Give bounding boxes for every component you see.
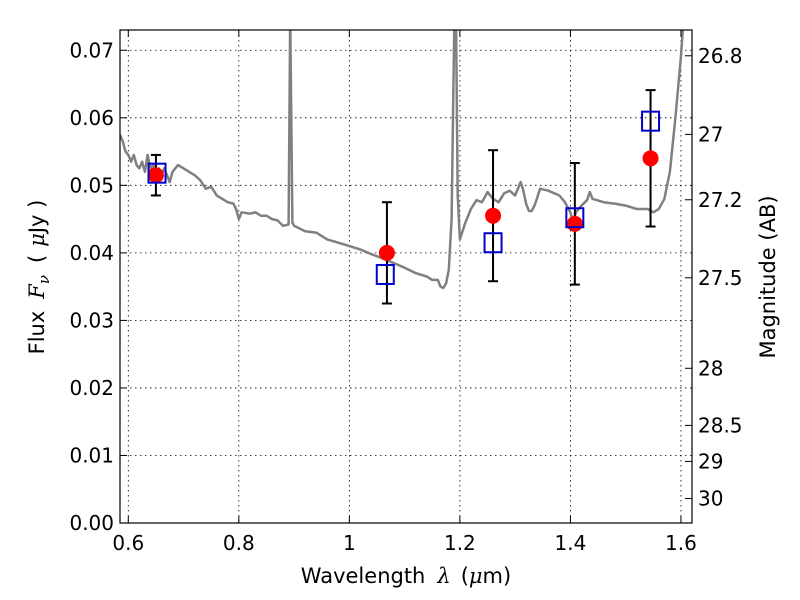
y2-tick-label: 29	[698, 449, 723, 473]
observed-point	[485, 207, 502, 224]
y-axis-label: FluxFν(μJy )	[25, 200, 53, 355]
predicted-points	[147, 110, 661, 285]
y-tick-label: 0.02	[69, 376, 114, 400]
predicted-point	[375, 263, 395, 285]
observed-point	[642, 150, 659, 167]
predicted-point	[641, 110, 661, 132]
model-spectrum-line	[120, 30, 685, 290]
y-tick-label: 0.07	[69, 38, 114, 62]
y2-tick-label: 28.5	[698, 413, 743, 437]
y-tick-label: 0.05	[69, 173, 114, 197]
grid-lines	[120, 30, 692, 524]
predicted-point	[147, 162, 167, 184]
x-tick-label: 0.6	[112, 531, 144, 555]
x-axis-ticks: 0.6 0.8 1 1.2 1.4 1.6	[112, 30, 697, 555]
y-tick-label: 0.00	[69, 511, 114, 535]
x-tick-label: 1.2	[444, 531, 476, 555]
x-tick-label: 1.6	[665, 531, 697, 555]
y-tick-label: 0.03	[69, 308, 114, 332]
plot-frame	[119, 29, 693, 524]
y2-tick-label: 28	[698, 356, 723, 380]
y2-tick-label: 30	[698, 486, 723, 510]
observed-point	[566, 215, 583, 232]
y2-axis-label: Magnitude (AB)	[756, 195, 780, 358]
x-tick-label: 0.8	[223, 531, 255, 555]
y-tick-label: 0.01	[69, 443, 114, 467]
observed-point	[147, 167, 164, 184]
y-tick-label: 0.06	[69, 106, 114, 130]
observed-point	[378, 244, 395, 261]
y2-tick-label: 27	[698, 122, 723, 146]
y2-tick-label: 27.5	[698, 266, 743, 290]
predicted-point	[565, 207, 585, 229]
x-tick-label: 1	[343, 531, 356, 555]
y2-tick-label: 27.2	[698, 188, 743, 212]
predicted-point	[483, 232, 503, 254]
y2-axis-ticks: 26.8 27 27.2 27.5 28 28.5 29 30	[685, 44, 743, 510]
y-tick-label: 0.04	[69, 241, 114, 265]
y2-tick-label: 26.8	[698, 44, 743, 68]
x-axis-label: Wavelength λ (μm)	[301, 564, 511, 588]
y-axis-ticks: 0.00 0.01 0.02 0.03 0.04 0.05 0.06 0.07	[69, 38, 127, 535]
x-tick-label: 1.4	[555, 531, 587, 555]
